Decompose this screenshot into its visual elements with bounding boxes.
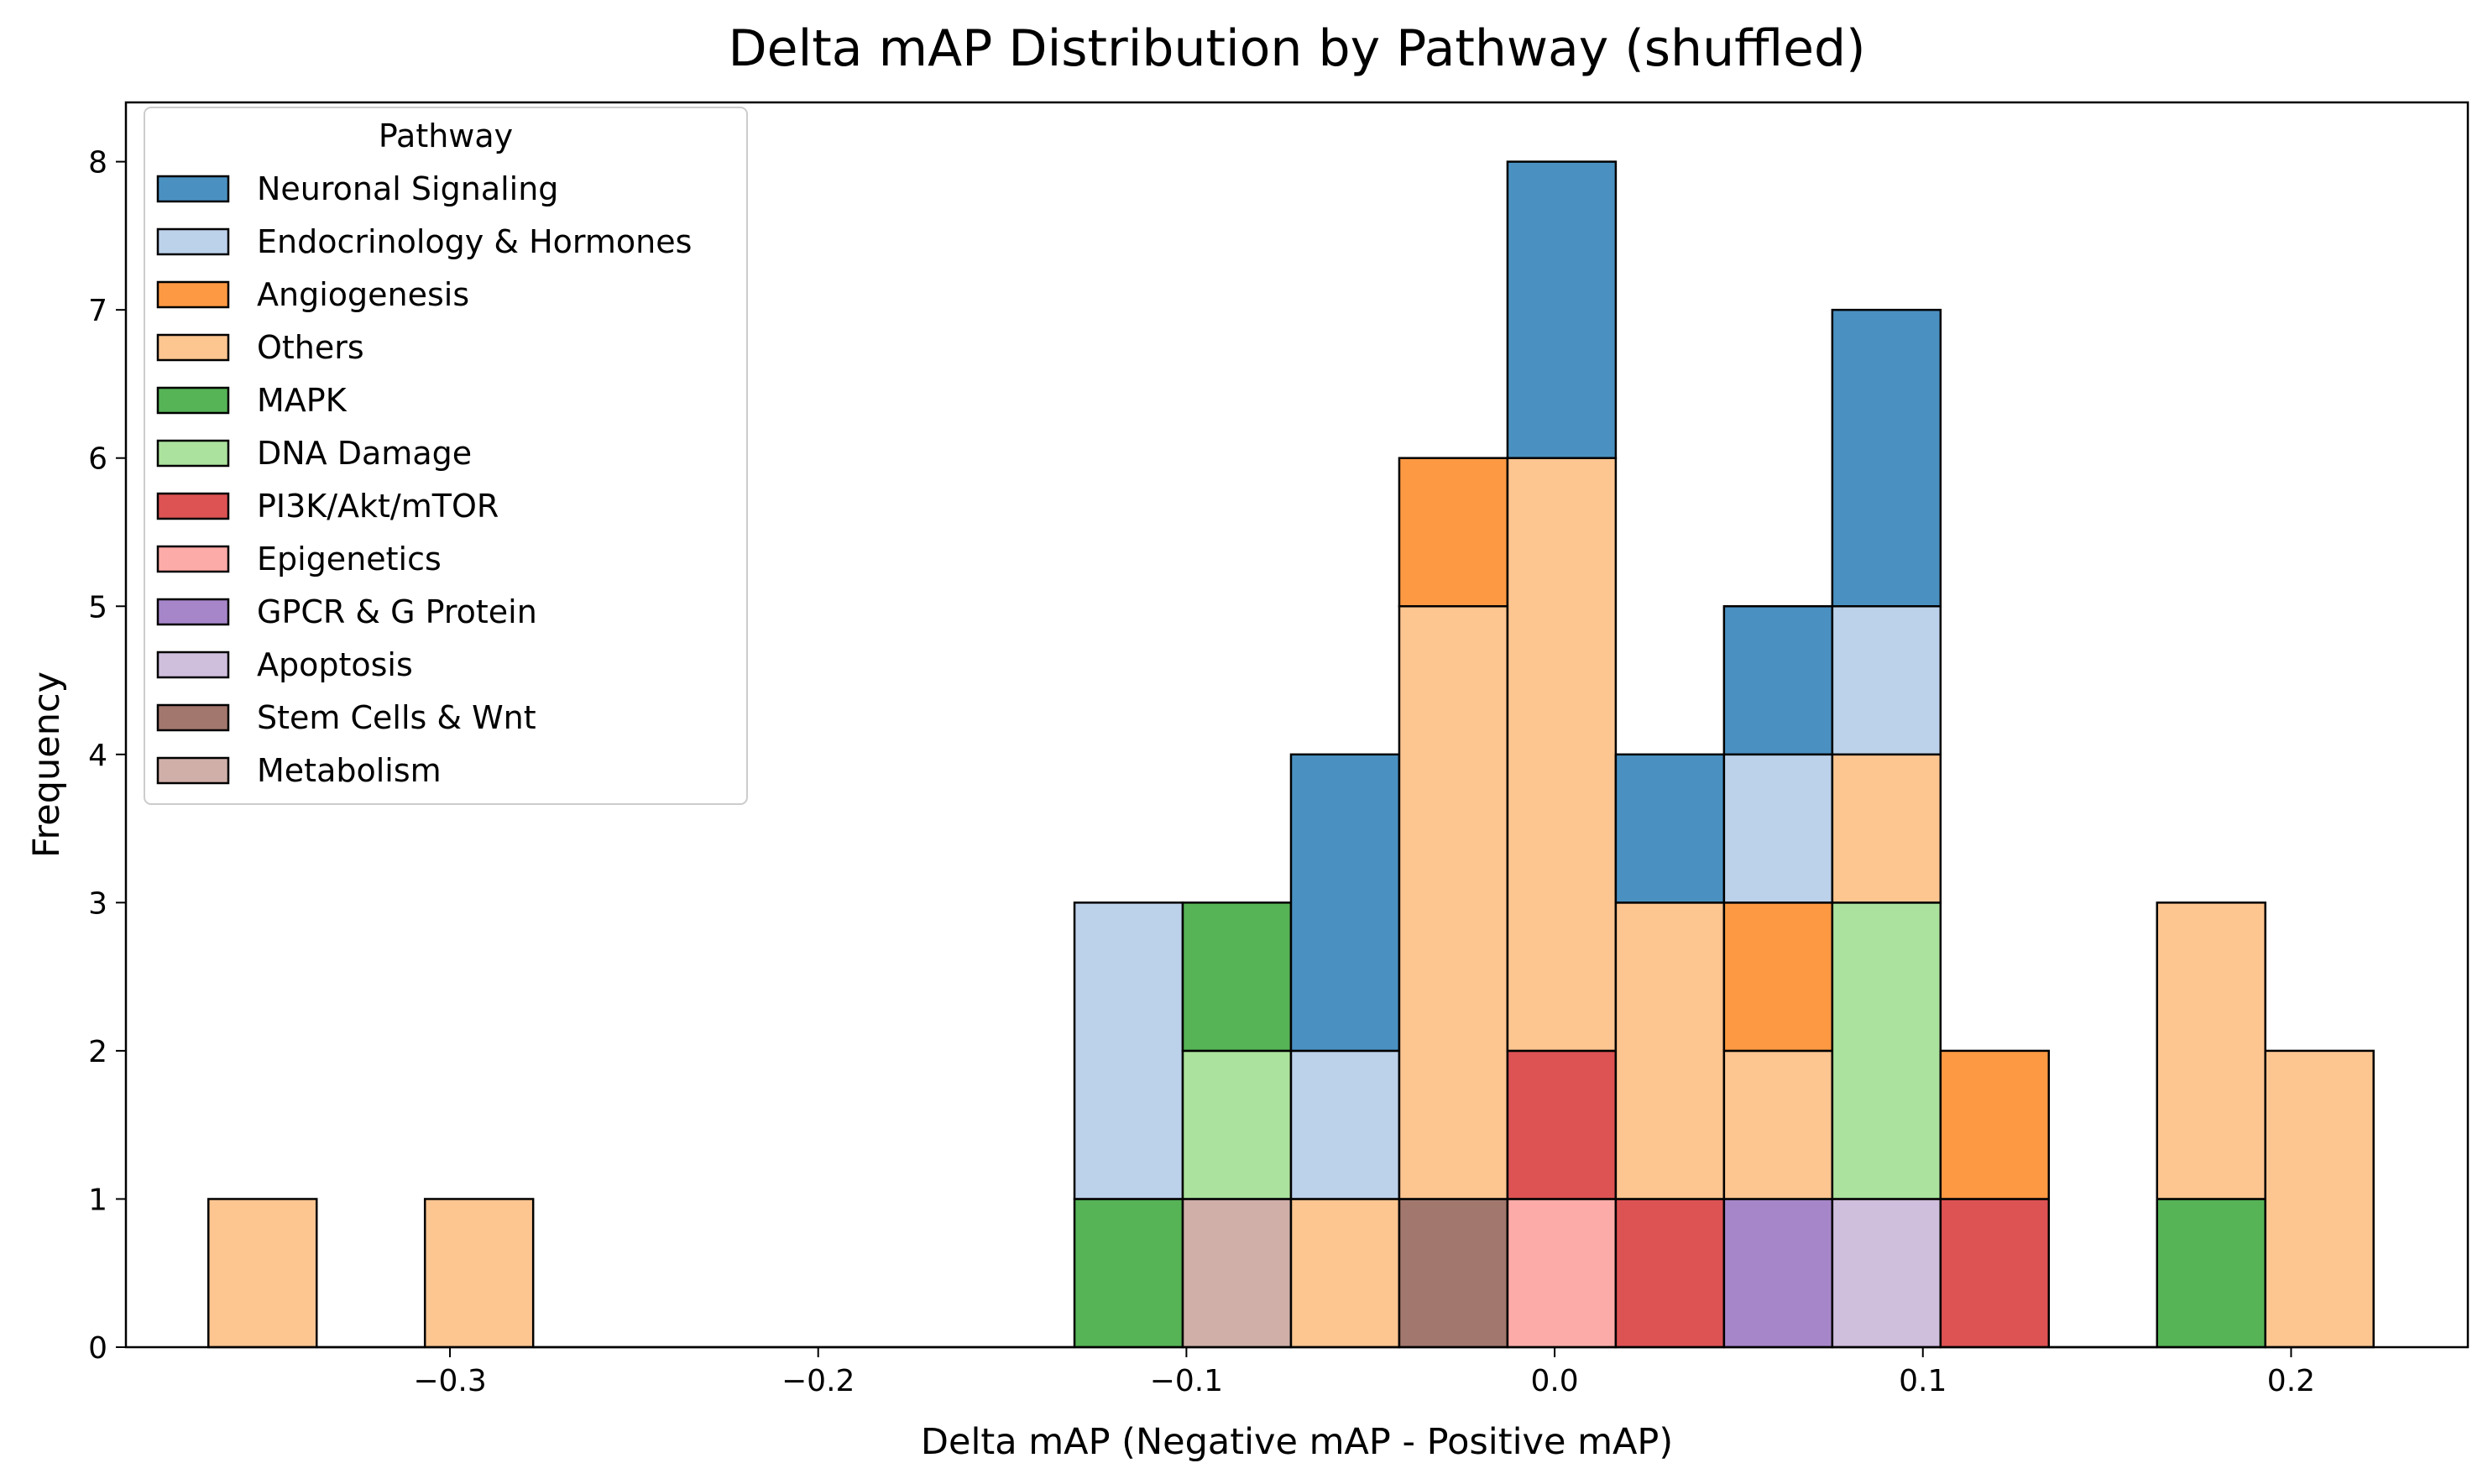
- legend-label-pi3k-akt-mtor: PI3K/Akt/mTOR: [257, 488, 499, 525]
- bars-group: [207, 160, 2375, 1349]
- bar-others-bin-18: [2156, 901, 2266, 1200]
- legend-box: [144, 107, 748, 805]
- y-axis-label: Frequency: [26, 671, 68, 858]
- x-tick-label: −0.3: [413, 1364, 486, 1398]
- legend-label-gpcr-g-protein: GPCR & G Protein: [257, 593, 537, 630]
- y-axis: 0 1 2 3 4 5 6 7 8: [88, 146, 126, 1366]
- bar-others-bin-11: [1398, 605, 1509, 1200]
- bar-endocrinology-hormones-bin-8: [1073, 901, 1184, 1200]
- bar-pi3k-akt-mtor-bin-16: [1939, 1198, 2051, 1349]
- bar-others-bin-13: [1614, 901, 1726, 1200]
- y-tick-label: 8: [88, 146, 107, 180]
- bar-endocrinology-hormones-bin-14: [1722, 753, 1834, 904]
- bar-neuronal-signaling-bin-12: [1506, 160, 1618, 459]
- legend-swatch-apoptosis: [156, 651, 230, 679]
- bar-apoptosis-bin-15: [1831, 1198, 1942, 1349]
- x-axis: −0.3 −0.2 −0.1 0.0 0.1 0.2: [413, 1347, 2315, 1398]
- legend-label-metabolism: Metabolism: [257, 752, 442, 789]
- legend-label-others: Others: [257, 329, 364, 366]
- x-tick-label: −0.1: [1150, 1364, 1223, 1398]
- y-tick-label: 6: [88, 442, 107, 477]
- legend-swatch-others: [156, 333, 230, 362]
- bar-others-bin-2: [423, 1198, 535, 1349]
- bar-others-bin-0: [207, 1198, 318, 1349]
- legend-label-neuronal-signaling: Neuronal Signaling: [257, 170, 558, 207]
- x-tick-label: −0.2: [781, 1364, 855, 1398]
- legend-title: Pathway: [379, 118, 513, 154]
- chart-title: Delta mAP Distribution by Pathway (shuff…: [728, 19, 1865, 78]
- legend-swatch-neuronal-signaling: [156, 175, 230, 203]
- bar-neuronal-signaling-bin-14: [1722, 605, 1834, 756]
- bar-others-bin-14: [1722, 1049, 1834, 1200]
- legend-label-dna-damage: DNA Damage: [257, 435, 472, 472]
- y-tick-label: 5: [88, 590, 107, 624]
- legend-label-mapk: MAPK: [257, 382, 348, 419]
- plot-frame: [124, 101, 2470, 1349]
- legend-swatch-gpcr-g-protein: [156, 598, 230, 626]
- legend-label-stem-cells-wnt: Stem Cells & Wnt: [257, 699, 536, 736]
- bar-mapk-bin-9: [1181, 901, 1293, 1053]
- legend-swatch-dna-damage: [156, 439, 230, 468]
- legend-swatch-pi3k-akt-mtor: [156, 492, 230, 520]
- bar-endocrinology-hormones-bin-15: [1831, 605, 1942, 756]
- bar-angiogenesis-bin-14: [1722, 901, 1834, 1053]
- bar-others-bin-12: [1506, 457, 1618, 1053]
- x-tick-label: 0.2: [2267, 1364, 2315, 1398]
- bar-others-bin-15: [1831, 753, 1942, 904]
- bar-neuronal-signaling-bin-10: [1289, 753, 1401, 1053]
- legend-swatch-endocrinology-hormones: [156, 227, 230, 256]
- legend: Pathway Neuronal Signaling Endocrinology …: [144, 107, 748, 805]
- bar-metabolism-bin-9: [1181, 1198, 1293, 1349]
- legend-swatch-angiogenesis: [156, 280, 230, 309]
- bar-pi3k-akt-mtor-bin-13: [1614, 1198, 1726, 1349]
- legend-swatch-epigenetics: [156, 545, 230, 573]
- bar-neuronal-signaling-bin-13: [1614, 753, 1726, 904]
- legend-swatch-mapk: [156, 386, 230, 415]
- y-tick-label: 0: [88, 1331, 107, 1366]
- y-tick-label: 2: [88, 1035, 107, 1069]
- y-tick-label: 4: [88, 739, 107, 773]
- legend-label-epigenetics: Epigenetics: [257, 541, 442, 577]
- legend-label-angiogenesis: Angiogenesis: [257, 276, 469, 313]
- bar-angiogenesis-bin-11: [1398, 457, 1509, 608]
- y-tick-label: 3: [88, 886, 107, 921]
- y-tick-label: 1: [88, 1183, 107, 1217]
- legend-swatch-stem-cells-wnt: [156, 703, 230, 732]
- x-axis-label: Delta mAP (Negative mAP - Positive mAP): [921, 1421, 1673, 1463]
- bar-dna-damage-bin-9: [1181, 1049, 1293, 1200]
- legend-swatch-metabolism: [156, 756, 230, 785]
- x-tick-label: 0.0: [1530, 1364, 1578, 1398]
- y-tick-label: 7: [88, 294, 107, 328]
- bar-mapk-bin-18: [2156, 1198, 2266, 1349]
- bar-angiogenesis-bin-16: [1939, 1049, 2051, 1200]
- bar-stem-cells-wnt-bin-11: [1398, 1198, 1509, 1349]
- bar-epigenetics-bin-12: [1506, 1198, 1618, 1349]
- legend-entries: Neuronal Signaling Endocrinology & Hormon…: [156, 170, 692, 789]
- bar-endocrinology-hormones-bin-10: [1289, 1049, 1401, 1200]
- x-tick-label: 0.1: [1899, 1364, 1947, 1398]
- bar-pi3k-akt-mtor-bin-12: [1506, 1049, 1618, 1200]
- bar-gpcr-g-protein-bin-14: [1722, 1198, 1834, 1349]
- bar-neuronal-signaling-bin-15: [1831, 308, 1942, 608]
- bar-others-bin-10: [1289, 1198, 1401, 1349]
- bar-mapk-bin-8: [1073, 1198, 1184, 1349]
- legend-label-endocrinology-hormones: Endocrinology & Hormones: [257, 223, 692, 260]
- legend-label-apoptosis: Apoptosis: [257, 646, 413, 683]
- bar-others-bin-19: [2264, 1049, 2375, 1349]
- bar-dna-damage-bin-15: [1831, 901, 1942, 1200]
